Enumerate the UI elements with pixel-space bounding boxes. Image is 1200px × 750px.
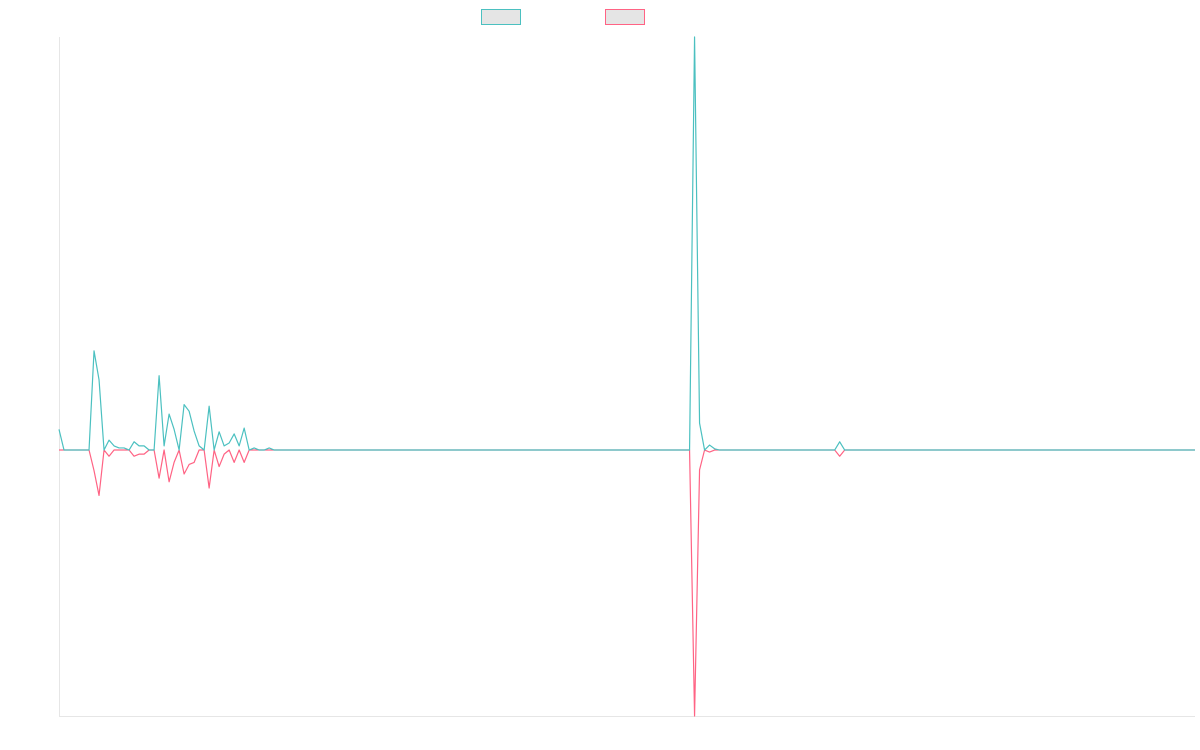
legend [0,9,1200,27]
legend-swatch-series-2[interactable] [605,9,645,25]
series-layer [58,36,1195,717]
series-line-1 [58,36,1195,451]
series-line-2 [59,449,1195,717]
legend-swatch-series-1[interactable] [481,9,521,25]
